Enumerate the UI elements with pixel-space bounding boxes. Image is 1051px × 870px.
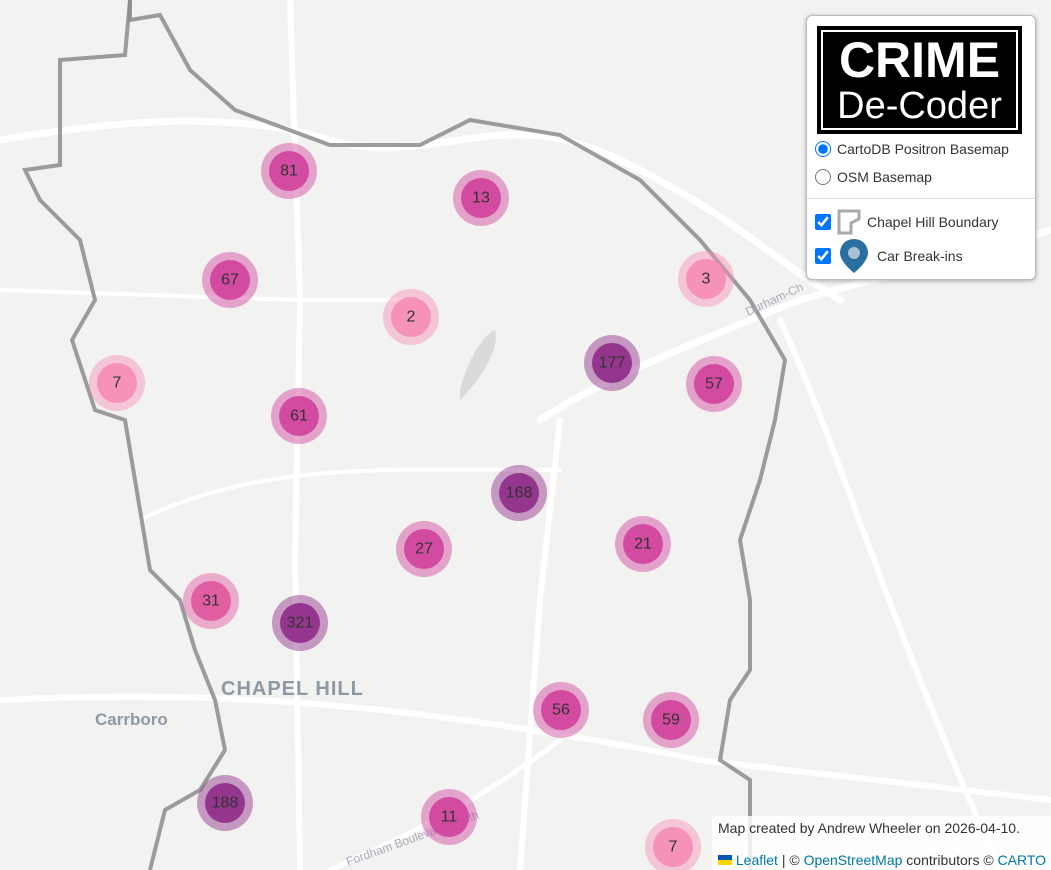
basemap-option[interactable]: OSM Basemap — [815, 169, 932, 185]
cluster[interactable]: 56 — [533, 682, 589, 738]
cluster[interactable]: 11 — [421, 789, 477, 845]
logo-line: De-Coder — [837, 85, 1002, 127]
cluster-count: 188 — [212, 795, 239, 812]
attribution-text: contributors © — [906, 852, 994, 868]
radio[interactable] — [815, 169, 831, 185]
attribution-text: | © — [781, 852, 800, 868]
cluster[interactable]: 321 — [272, 595, 328, 651]
attribution: Map created by Andrew Wheeler on 2026-04… — [712, 816, 1051, 870]
cluster[interactable]: 3 — [678, 251, 734, 307]
cluster-count: 2 — [407, 309, 416, 326]
cluster[interactable]: 81 — [261, 143, 317, 199]
leaflet-link[interactable]: Leaflet — [735, 852, 778, 868]
overlay-option[interactable]: Car Break-ins — [815, 237, 963, 275]
cluster[interactable]: 57 — [686, 356, 742, 412]
cluster-core — [623, 524, 663, 564]
cluster[interactable]: 188 — [197, 775, 253, 831]
layer-control: CRIME De-Coder CartoDB Positron Basemap … — [806, 15, 1036, 280]
overlay-option[interactable]: Chapel Hill Boundary — [815, 209, 999, 235]
cluster-count: 177 — [599, 355, 626, 372]
cluster-count: 21 — [634, 536, 652, 553]
logo-line: CRIME — [838, 32, 1001, 88]
cluster[interactable]: 168 — [491, 465, 547, 521]
basemap-option[interactable]: CartoDB Positron Basemap — [815, 141, 1009, 157]
cluster-count: 57 — [705, 376, 723, 393]
cluster-core — [541, 690, 581, 730]
cluster-count: 61 — [290, 408, 308, 425]
cluster-count: 168 — [506, 485, 533, 502]
boundary — [128, 0, 788, 870]
cluster-core — [97, 363, 137, 403]
option-label: CartoDB Positron Basemap — [837, 141, 1009, 157]
cluster-core — [210, 260, 250, 300]
logo: CRIME De-Coder — [817, 26, 1022, 134]
cluster-core — [205, 783, 245, 823]
cluster-core — [279, 396, 319, 436]
boundary-icon — [837, 209, 861, 235]
cluster-count: 11 — [441, 809, 458, 826]
cluster-layer: 81 13 67 2 3 7 177 57 61 168 27 21 31 321 56 59 188 11 7 — [89, 143, 742, 870]
cluster[interactable]: 2 — [383, 289, 439, 345]
flag-icon — [718, 855, 732, 865]
cluster-count: 7 — [113, 375, 122, 392]
option-label: OSM Basemap — [837, 169, 932, 185]
neighbor-label: Carrboro — [95, 710, 168, 729]
boundary — [21, 0, 228, 870]
cluster-core — [651, 700, 691, 740]
cluster[interactable]: 31 — [183, 573, 239, 629]
cluster[interactable]: 61 — [271, 388, 327, 444]
option-label: Chapel Hill Boundary — [867, 214, 999, 230]
marker-icon — [840, 239, 868, 273]
osm-link[interactable]: OpenStreetMap — [803, 852, 903, 868]
cluster[interactable]: 13 — [453, 170, 509, 226]
cluster-core — [694, 364, 734, 404]
cluster[interactable]: 27 — [396, 521, 452, 577]
cluster-count: 3 — [702, 271, 711, 288]
town-label: CHAPEL HILL — [221, 678, 364, 700]
option-label: Car Break-ins — [877, 248, 963, 264]
cluster[interactable]: 67 — [202, 252, 258, 308]
cluster-core — [191, 581, 231, 621]
cluster-count: 7 — [669, 839, 678, 856]
cluster-count: 321 — [287, 615, 314, 632]
cluster-core — [653, 827, 693, 867]
cluster-count: 56 — [552, 702, 570, 719]
cluster-core — [391, 297, 431, 337]
cluster-count: 31 — [202, 593, 220, 610]
radio[interactable] — [815, 141, 831, 157]
cluster-count: 27 — [415, 541, 433, 558]
cluster[interactable]: 59 — [643, 692, 699, 748]
checkbox[interactable] — [815, 248, 831, 264]
cluster-core — [686, 259, 726, 299]
carto-link[interactable]: CARTO — [997, 852, 1047, 868]
checkbox[interactable] — [815, 214, 831, 230]
cluster-core — [592, 343, 632, 383]
cluster-core — [280, 603, 320, 643]
lake — [460, 330, 496, 400]
cluster-count: 59 — [662, 712, 680, 729]
cluster-count: 81 — [280, 163, 298, 180]
cluster[interactable]: 177 — [584, 335, 640, 391]
cluster[interactable]: 7 — [645, 819, 701, 870]
cluster[interactable]: 7 — [89, 355, 145, 411]
cluster-count: 13 — [472, 190, 490, 207]
attribution-note: Map created by Andrew Wheeler on 2026-04… — [718, 820, 1020, 836]
separator — [807, 198, 1035, 199]
cluster-core — [404, 529, 444, 569]
cluster-core — [269, 151, 309, 191]
cluster-core — [461, 178, 501, 218]
cluster-count: 67 — [221, 272, 239, 289]
cluster-core — [499, 473, 539, 513]
cluster[interactable]: 21 — [615, 516, 671, 572]
cluster-core — [429, 797, 469, 837]
